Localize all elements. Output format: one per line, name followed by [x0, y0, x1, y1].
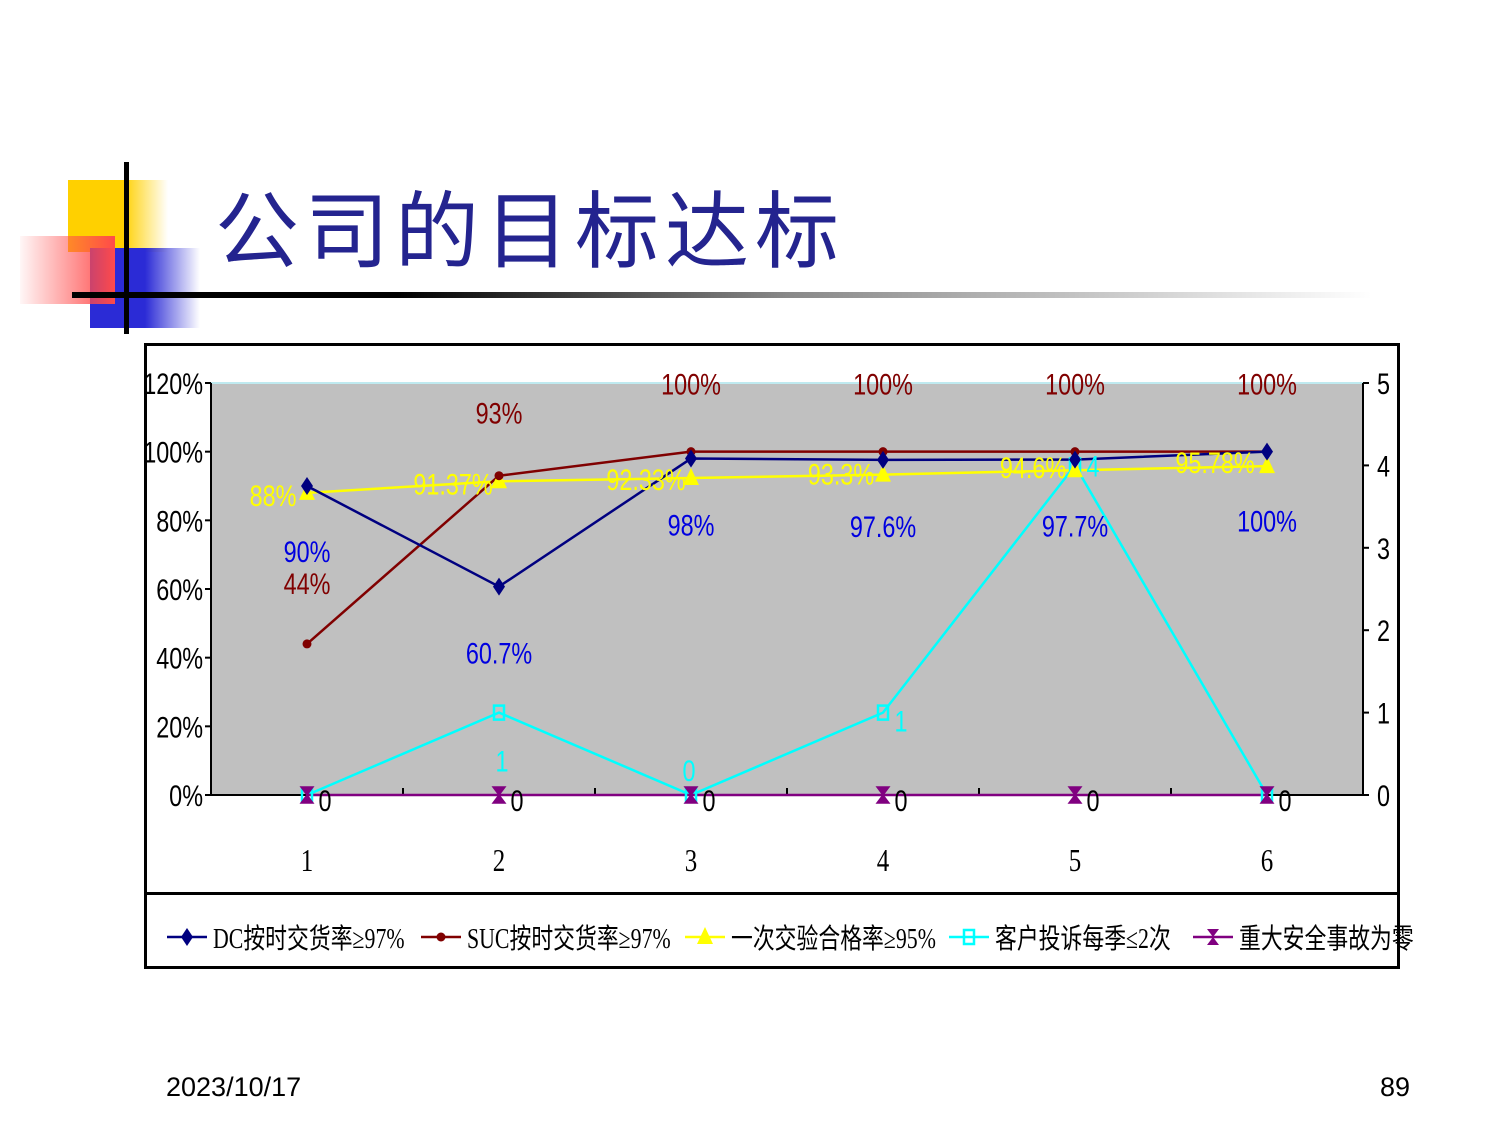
series-point — [1261, 442, 1273, 461]
series-line — [306, 464, 1268, 495]
y-right-tick-label: 4 — [1377, 450, 1390, 483]
data-label: 91.37% — [413, 468, 492, 501]
y-left-tick-label: 100% — [147, 436, 203, 469]
legend-item: DC按时交货率≥97% — [165, 917, 459, 957]
series-point — [302, 639, 312, 649]
series-point — [491, 786, 507, 804]
data-label: 0 — [894, 784, 907, 817]
legend-item: 客户投诉每季≤2次 — [947, 917, 1220, 957]
legend-label: SUC按时交货率≥97% — [467, 924, 671, 955]
data-label: 97.6% — [850, 510, 916, 543]
data-label: 0 — [702, 784, 715, 817]
legend-item: 重大安全事故为零 — [1191, 917, 1463, 957]
decor-vertical-line — [124, 162, 129, 334]
series-point — [875, 464, 891, 482]
title-underline — [72, 292, 1372, 298]
data-label: 0 — [510, 784, 523, 817]
series-point — [1069, 450, 1081, 469]
series-point — [683, 786, 699, 804]
series-point — [299, 786, 315, 804]
series-point — [685, 449, 697, 468]
series-line — [306, 450, 1267, 645]
data-label: 98% — [668, 509, 715, 542]
series-point — [492, 704, 506, 721]
plot-area — [211, 383, 1363, 795]
legend-label: 重大安全事故为零 — [1239, 924, 1414, 955]
data-label: 94.6% — [1000, 451, 1066, 484]
y-right-tick-label: 0 — [1377, 779, 1390, 812]
y-left-tick-label: 80% — [156, 505, 203, 538]
series-line — [306, 463, 1269, 797]
data-label: 90% — [284, 535, 331, 568]
series-point — [493, 577, 505, 596]
data-label: 100% — [1045, 368, 1105, 401]
series-point — [875, 786, 891, 804]
series-point — [877, 450, 889, 469]
data-label: 0 — [1278, 784, 1291, 817]
data-label: 93% — [476, 397, 523, 430]
legend-item: 一次交验合格率≥95% — [683, 917, 994, 957]
data-label: 0 — [318, 784, 331, 817]
data-label: 95.78% — [1175, 446, 1254, 479]
series-point — [301, 477, 313, 495]
legend-marker-icon — [949, 928, 989, 946]
x-tick-label: 2 — [493, 843, 505, 879]
data-label: 1 — [894, 705, 907, 738]
legend-marker-icon — [1193, 929, 1233, 945]
data-label: 60.7% — [466, 637, 532, 670]
data-label: 93.3% — [808, 458, 874, 491]
x-tick-label: 1 — [301, 843, 313, 879]
series-point — [1259, 456, 1275, 474]
legend-label: 一次交验合格率≥95% — [731, 924, 936, 955]
legend-label: DC按时交货率≥97% — [213, 924, 405, 955]
series-point — [1259, 786, 1275, 804]
y-left-tick-label: 60% — [156, 573, 203, 606]
data-label: 88% — [250, 479, 297, 512]
footer-date: 2023/10/17 — [166, 1072, 302, 1102]
y-left-tick-label: 120% — [147, 367, 203, 400]
x-tick-label: 4 — [877, 843, 889, 879]
series-line — [306, 450, 1268, 589]
chart-legend: DC按时交货率≥97% SUC按时交货率≥97% 一次交验合格率≥95% 客户投诉每季… — [147, 892, 1414, 966]
y-left-tick-label: 0% — [169, 779, 203, 812]
data-label: 0 — [682, 754, 695, 787]
data-label: 100% — [1237, 505, 1297, 538]
data-label: 4 — [1086, 450, 1099, 483]
data-label: 100% — [661, 368, 721, 401]
data-label: 1 — [495, 745, 508, 778]
y-left-tick-label: 40% — [156, 642, 203, 675]
y-right-tick-label: 1 — [1377, 697, 1390, 730]
x-tick-label: 6 — [1261, 843, 1273, 879]
data-label: 0 — [1086, 784, 1099, 817]
y-right-tick-label: 3 — [1377, 532, 1390, 565]
series-point — [1067, 786, 1083, 804]
legend-marker-icon — [167, 928, 207, 946]
series-point — [494, 471, 504, 481]
data-label: 100% — [1237, 368, 1297, 401]
data-label: 100% — [853, 368, 913, 401]
y-right-tick-label: 5 — [1377, 367, 1390, 400]
series-point — [1067, 460, 1083, 478]
data-label: 44% — [284, 567, 331, 600]
chart-frame: 0% 20% 40% 60% 80% 100% 120% 0 1 2 3 4 5 1 2 3 4 5 6 90% 60.… — [144, 343, 1414, 969]
page-number: 89 — [1379, 1072, 1410, 1102]
data-label: 92.33% — [606, 463, 685, 496]
slide-title: 公司的目标达标 — [215, 183, 846, 281]
legend-label: 客户投诉每季≤2次 — [995, 924, 1171, 955]
series-point — [683, 468, 699, 486]
data-label: 97.7% — [1042, 510, 1108, 543]
y-left-tick-label: 20% — [156, 711, 203, 744]
legend-marker-icon — [685, 927, 725, 944]
legend-item: SUC按时交货率≥97% — [419, 917, 728, 957]
x-tick-label: 3 — [685, 843, 697, 879]
x-tick-label: 5 — [1069, 843, 1081, 879]
legend-marker-icon — [421, 932, 461, 942]
series-point — [876, 704, 890, 721]
y-right-tick-label: 2 — [1377, 614, 1390, 647]
